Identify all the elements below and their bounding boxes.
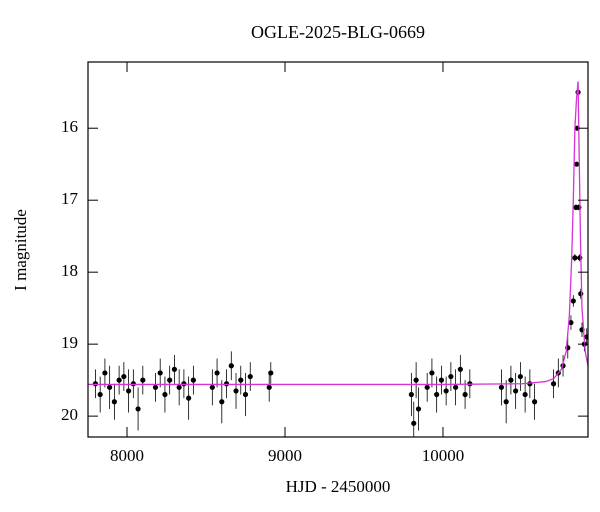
model-curve	[88, 81, 588, 386]
x-tick-label: 9000	[268, 446, 302, 465]
data-point	[223, 381, 230, 387]
data-point	[152, 384, 159, 390]
data-point	[503, 399, 509, 405]
data-point	[568, 319, 574, 326]
data-point	[171, 366, 178, 372]
data-point	[424, 384, 430, 390]
data-point	[574, 161, 580, 167]
data-point	[572, 255, 578, 261]
data-point	[415, 406, 422, 412]
chart-title: OGLE-2025-BLG-0669	[251, 22, 425, 42]
data-point	[247, 373, 253, 380]
data-point	[576, 204, 582, 210]
data-point	[92, 381, 99, 387]
data-point	[140, 377, 146, 383]
data-point	[186, 395, 192, 401]
plot-frame	[87, 61, 589, 438]
data-point	[438, 377, 444, 383]
data-point	[522, 391, 528, 398]
y-tick-label: 16	[61, 117, 78, 136]
data-point	[130, 381, 136, 387]
plot-area	[88, 81, 588, 437]
data-point	[167, 377, 173, 383]
data-point	[126, 388, 132, 394]
data-point	[429, 370, 435, 376]
data-point	[233, 388, 239, 394]
y-tick-label: 19	[61, 333, 78, 352]
x-axis-label: HJD - 2450000	[286, 477, 391, 496]
data-point	[434, 391, 440, 398]
y-tick-label: 17	[61, 189, 79, 208]
data-point	[157, 370, 163, 376]
data-point	[508, 377, 514, 383]
data-point	[190, 377, 196, 383]
data-point	[219, 399, 225, 405]
data-point	[209, 384, 215, 390]
data-point	[408, 391, 414, 398]
data-point	[228, 363, 234, 369]
data-point	[242, 391, 249, 398]
data-point	[411, 420, 417, 426]
data-point	[176, 384, 182, 390]
data-point	[162, 391, 168, 398]
data-point	[513, 388, 519, 394]
data-point	[135, 406, 141, 412]
data-point	[268, 370, 274, 376]
data-point	[532, 399, 538, 405]
data-point	[584, 334, 588, 340]
x-tick-label: 8000	[110, 446, 144, 465]
data-point	[453, 384, 459, 390]
data-point	[462, 391, 468, 398]
data-point	[111, 399, 117, 405]
data-point	[181, 381, 187, 387]
data-point	[578, 291, 584, 297]
data-point	[577, 255, 583, 261]
data-point	[238, 377, 244, 383]
data-point	[102, 370, 108, 376]
data-point	[107, 384, 113, 390]
data-point	[448, 373, 454, 380]
data-point	[266, 384, 272, 390]
data-point	[570, 298, 576, 304]
data-point	[457, 366, 463, 372]
data-point	[97, 391, 103, 398]
y-tick-label: 18	[61, 261, 78, 280]
data-point	[517, 373, 523, 380]
data-point	[116, 377, 122, 383]
data-point	[550, 381, 557, 387]
y-axis-label: I magnitude	[11, 209, 30, 291]
data-point	[443, 388, 449, 394]
y-tick-label: 20	[61, 405, 78, 424]
data-point	[413, 377, 419, 383]
data-point	[214, 370, 220, 376]
data-point	[498, 384, 505, 390]
data-point	[121, 373, 127, 380]
x-tick-label: 10000	[422, 446, 465, 465]
